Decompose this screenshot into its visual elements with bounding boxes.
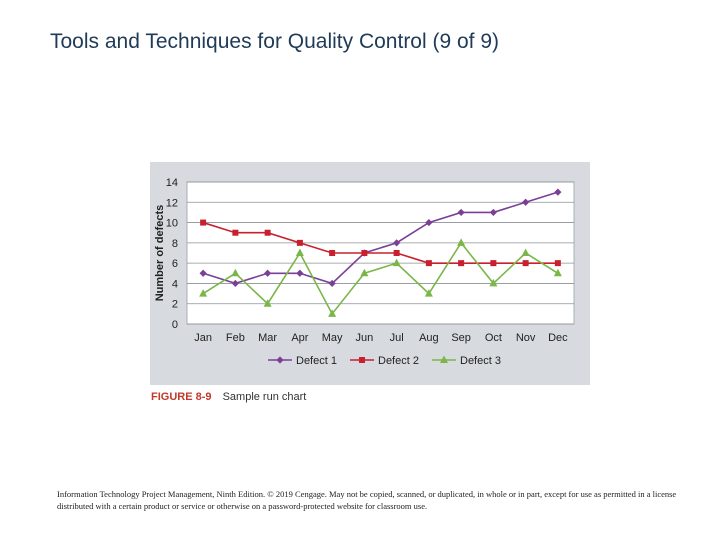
data-point-defect-3: [457, 238, 466, 246]
data-point-defect-1: [199, 269, 207, 277]
data-point-defect-3: [263, 299, 272, 307]
y-tick-label: 14: [166, 177, 178, 189]
data-point-defect-1: [522, 198, 530, 206]
data-point-defect-3: [424, 289, 433, 297]
x-tick-label: Apr: [291, 332, 308, 344]
figure-caption-text: Sample run chart: [222, 391, 307, 403]
data-point-defect-2: [232, 229, 239, 236]
x-tick-label: May: [322, 332, 343, 344]
data-point-defect-2: [361, 250, 368, 256]
figure-label: FIGURE 8-9: [151, 391, 212, 403]
slide-title: Tools and Techniques for Quality Control…: [50, 30, 500, 53]
x-tick-label: Jan: [194, 332, 212, 344]
data-point-defect-3: [328, 309, 337, 317]
data-point-defect-3: [199, 289, 208, 297]
legend-label-defect-2: Defect 2: [378, 355, 419, 367]
data-point-defect-3: [489, 278, 498, 287]
x-tick-label: Feb: [226, 332, 245, 344]
y-tick-label: 4: [172, 278, 178, 290]
x-tick-label: Mar: [258, 332, 277, 344]
series-line-defect-3: [202, 241, 559, 316]
legend-marker-defect-2: [359, 357, 365, 363]
legend-label-defect-3: Defect 3: [460, 355, 501, 367]
legend-label-defect-1: Defect 1: [296, 355, 337, 367]
data-point-defect-1: [554, 188, 562, 196]
data-point-defect-3: [231, 268, 240, 277]
x-tick-label: Sep: [451, 332, 471, 344]
data-point-defect-2: [458, 260, 465, 267]
data-point-defect-1: [296, 269, 304, 277]
data-point-defect-3: [360, 268, 369, 277]
x-tick-label: Dec: [548, 332, 568, 344]
data-point-defect-2: [264, 229, 271, 236]
series-line-defect-2: [202, 221, 558, 264]
data-point-defect-2: [296, 239, 303, 246]
y-tick-label: 2: [172, 299, 178, 311]
data-point-defect-2: [554, 260, 561, 267]
x-tick-label: Jul: [390, 332, 404, 344]
data-point-defect-1: [425, 218, 433, 227]
y-tick-label: 12: [166, 197, 178, 209]
y-axis-label: Number of defects: [154, 205, 166, 302]
data-point-defect-1: [457, 208, 465, 217]
data-point-defect-2: [425, 260, 432, 267]
data-point-defect-2: [200, 219, 207, 226]
y-tick-label: 8: [172, 238, 178, 250]
run-chart: 0 2 4 6 8 10 12 14 Jan Feb Mar Apr May Jun Jul Aug Sep O…: [154, 177, 575, 367]
data-point-defect-2: [393, 250, 400, 256]
data-point-defect-1: [489, 208, 497, 217]
data-point-defect-2: [490, 260, 497, 267]
figure-caption: FIGURE 8-9 Sample run chart: [151, 391, 306, 403]
data-point-defect-1: [393, 239, 401, 247]
x-tick-label: Nov: [516, 332, 536, 344]
y-tick-label: 0: [172, 319, 178, 331]
data-point-defect-1: [264, 269, 272, 277]
x-tick-label: Aug: [419, 332, 439, 344]
x-tick-label: Jun: [356, 332, 374, 344]
data-point-defect-3: [392, 258, 401, 267]
legend-marker-defect-1: [276, 356, 284, 364]
data-point-defect-3: [295, 248, 304, 256]
data-point-defect-3: [553, 268, 562, 277]
copyright-footer: Information Technology Project Managemen…: [57, 489, 677, 511]
y-tick-label: 10: [166, 218, 178, 230]
series-line-defect-1: [202, 191, 559, 285]
data-point-defect-1: [328, 279, 336, 288]
x-tick-label: Oct: [485, 332, 502, 344]
data-point-defect-3: [521, 248, 530, 256]
data-point-defect-2: [329, 250, 336, 256]
legend-marker-defect-3: [440, 355, 448, 363]
y-tick-label: 6: [172, 258, 178, 270]
data-point-defect-2: [522, 260, 529, 267]
